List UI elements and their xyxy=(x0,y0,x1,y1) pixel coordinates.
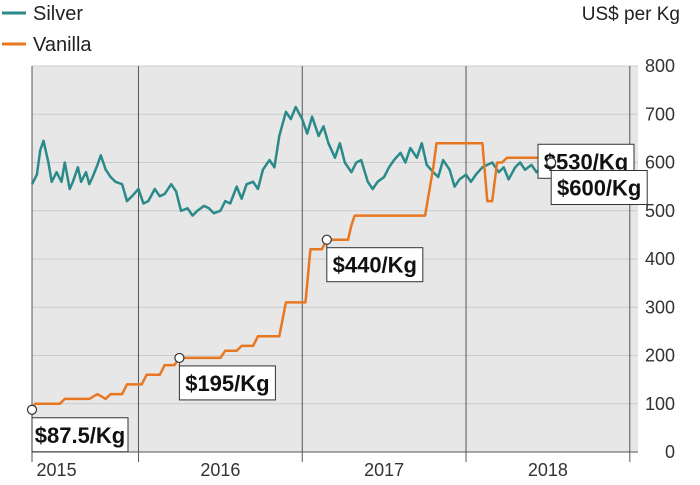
legend-label-silver: Silver xyxy=(33,3,83,25)
callouts: $87.5/Kg$195/Kg$440/Kg$530/Kg$600/Kg xyxy=(26,143,648,453)
y-tick-label-0: 0 xyxy=(665,442,675,462)
x-axis-ticks: 2015 2016 2017 2018 xyxy=(37,460,568,480)
callout-0: $87.5/Kg xyxy=(26,404,129,453)
year-boundaries xyxy=(31,66,631,462)
y-tick-label-600: 600 xyxy=(645,153,675,173)
y-tick-label-400: 400 xyxy=(645,249,675,269)
x-tick-label-2017: 2017 xyxy=(364,460,404,480)
callout-1-box xyxy=(178,365,276,401)
callout-0-box xyxy=(31,417,129,453)
callout-0-marker xyxy=(26,404,38,415)
legend-label-vanilla: Vanilla xyxy=(33,34,92,56)
legend-item-silver: Silver xyxy=(2,3,83,25)
y-axis-ticks: 0 100 200 300 400 500 600 700 800 xyxy=(645,56,675,462)
y-tick-label-700: 700 xyxy=(645,104,675,124)
y-tick-label-200: 200 xyxy=(645,346,675,366)
y-tick-label-300: 300 xyxy=(645,297,675,317)
callout-4-text: $600/Kg xyxy=(557,176,641,201)
x-tick-label-2018: 2018 xyxy=(528,460,568,480)
y-tick-label-500: 500 xyxy=(645,201,675,221)
series-line-silver xyxy=(30,105,639,217)
unit-label: US$ per Kg xyxy=(582,4,680,25)
y-tick-label-100: 100 xyxy=(645,394,675,414)
gridlines xyxy=(32,65,638,453)
callout-1: $195/Kg xyxy=(174,352,276,401)
y-tick-label-800: 800 xyxy=(645,56,675,76)
x-tick-label-2016: 2016 xyxy=(200,460,240,480)
callout-4: $600/Kg xyxy=(546,157,648,205)
callout-4-marker xyxy=(546,157,557,168)
callout-1-marker xyxy=(174,352,185,364)
callout-2-box xyxy=(326,247,424,283)
callout-2-text: $440/Kg xyxy=(333,253,417,278)
x-tick-label-2015: 2015 xyxy=(37,460,77,480)
callout-0-text: $87.5/Kg xyxy=(35,423,126,448)
callout-4-box xyxy=(550,170,648,205)
callout-2-marker xyxy=(321,234,332,245)
legend: Silver Vanilla xyxy=(2,3,92,56)
callout-1-text: $195/Kg xyxy=(185,371,269,396)
callout-2: $440/Kg xyxy=(321,234,424,283)
legend-item-vanilla: Vanilla xyxy=(2,34,92,56)
